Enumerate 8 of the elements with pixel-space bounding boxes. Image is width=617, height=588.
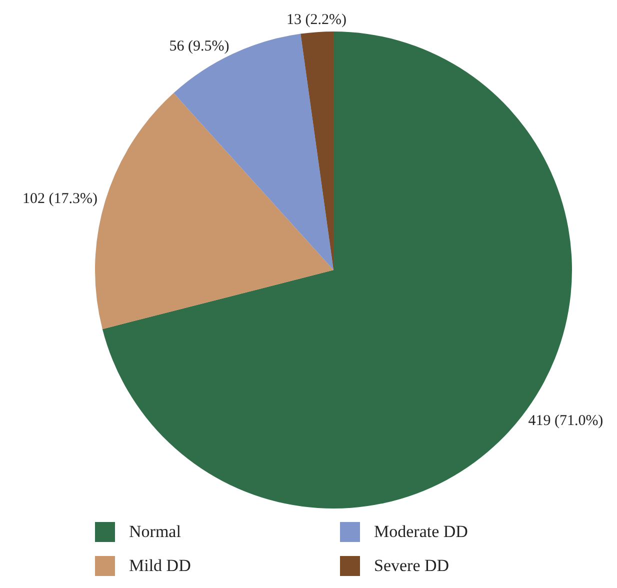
- legend-label: Mild DD: [129, 556, 191, 576]
- legend-label: Normal: [129, 522, 181, 542]
- legend-label: Moderate DD: [374, 522, 468, 542]
- legend-label: Severe DD: [374, 556, 450, 576]
- data-label: 13 (2.2%): [286, 12, 346, 28]
- data-label: 419 (71.0%): [528, 413, 604, 430]
- data-label: 102 (17.3%): [22, 190, 98, 207]
- data-label: 56 (9.5%): [169, 38, 230, 55]
